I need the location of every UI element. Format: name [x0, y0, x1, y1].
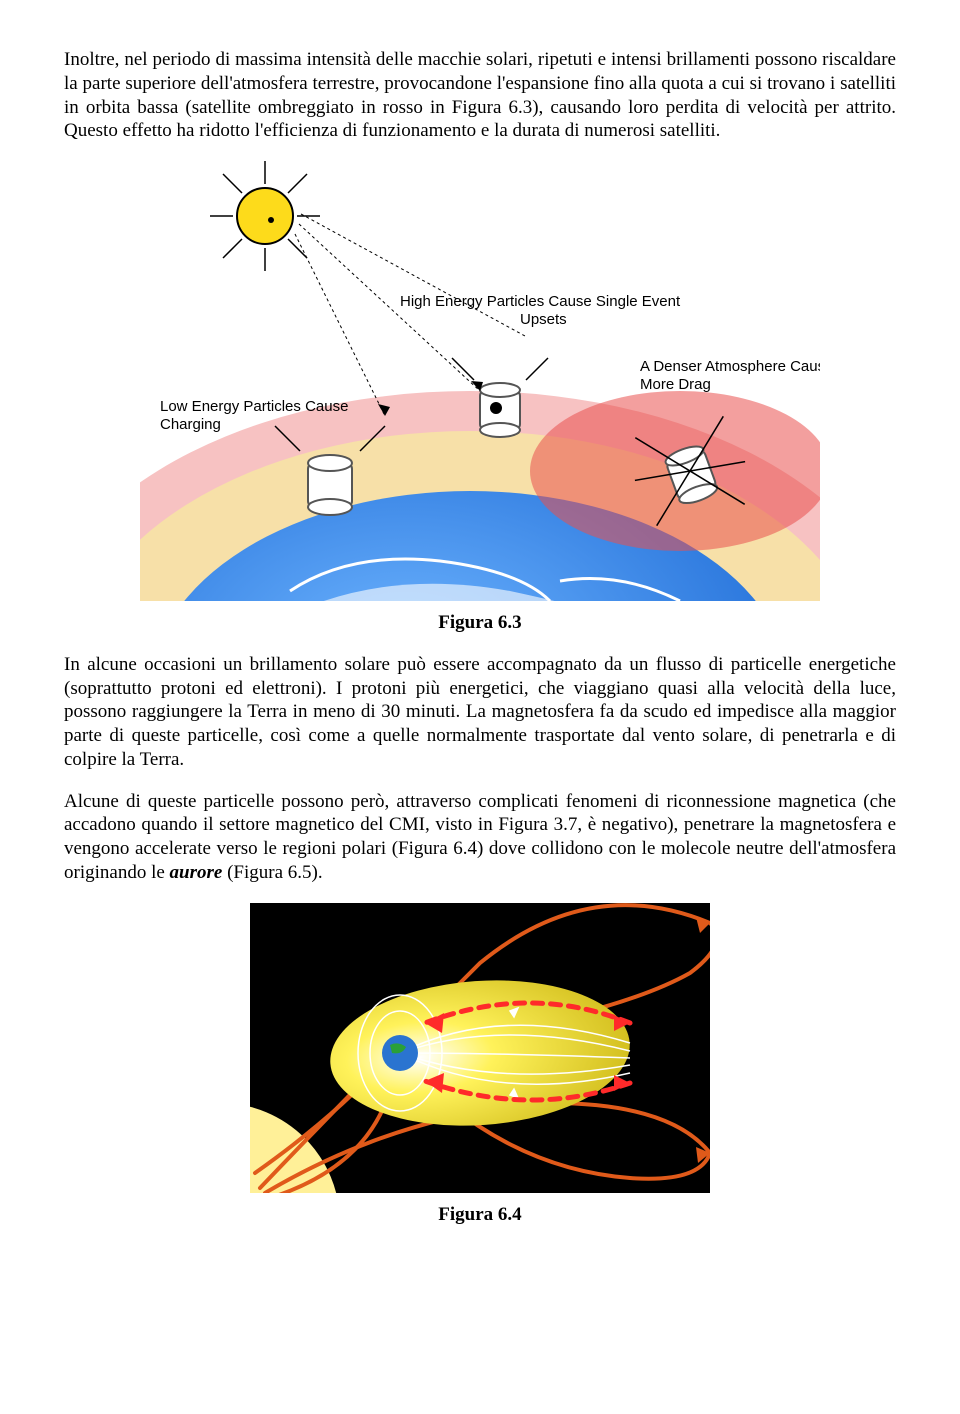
para2b-post: (Figura 6.5). [222, 862, 322, 883]
figure-6-3-caption: Figura 6.3 [64, 611, 896, 635]
figure-6-4-caption: Figura 6.4 [64, 1203, 896, 1227]
figure-6-3: Low Energy Particles Cause Charging High… [64, 161, 896, 601]
figure-6-3-svg: Low Energy Particles Cause Charging High… [140, 161, 820, 601]
paragraph-1: Inoltre, nel periodo di massima intensit… [64, 48, 896, 143]
label-high-energy: High Energy Particles Cause Single Event… [400, 293, 684, 328]
paragraph-2b: Alcune di queste particelle possono però… [64, 790, 896, 885]
label-drag: A Denser Atmosphere Causes More Drag [640, 358, 820, 393]
figure-6-4 [64, 903, 896, 1193]
figure-6-4-svg [250, 903, 710, 1193]
paragraph-2a: In alcune occasioni un brillamento solar… [64, 653, 896, 772]
para2b-emph: aurore [170, 862, 223, 883]
